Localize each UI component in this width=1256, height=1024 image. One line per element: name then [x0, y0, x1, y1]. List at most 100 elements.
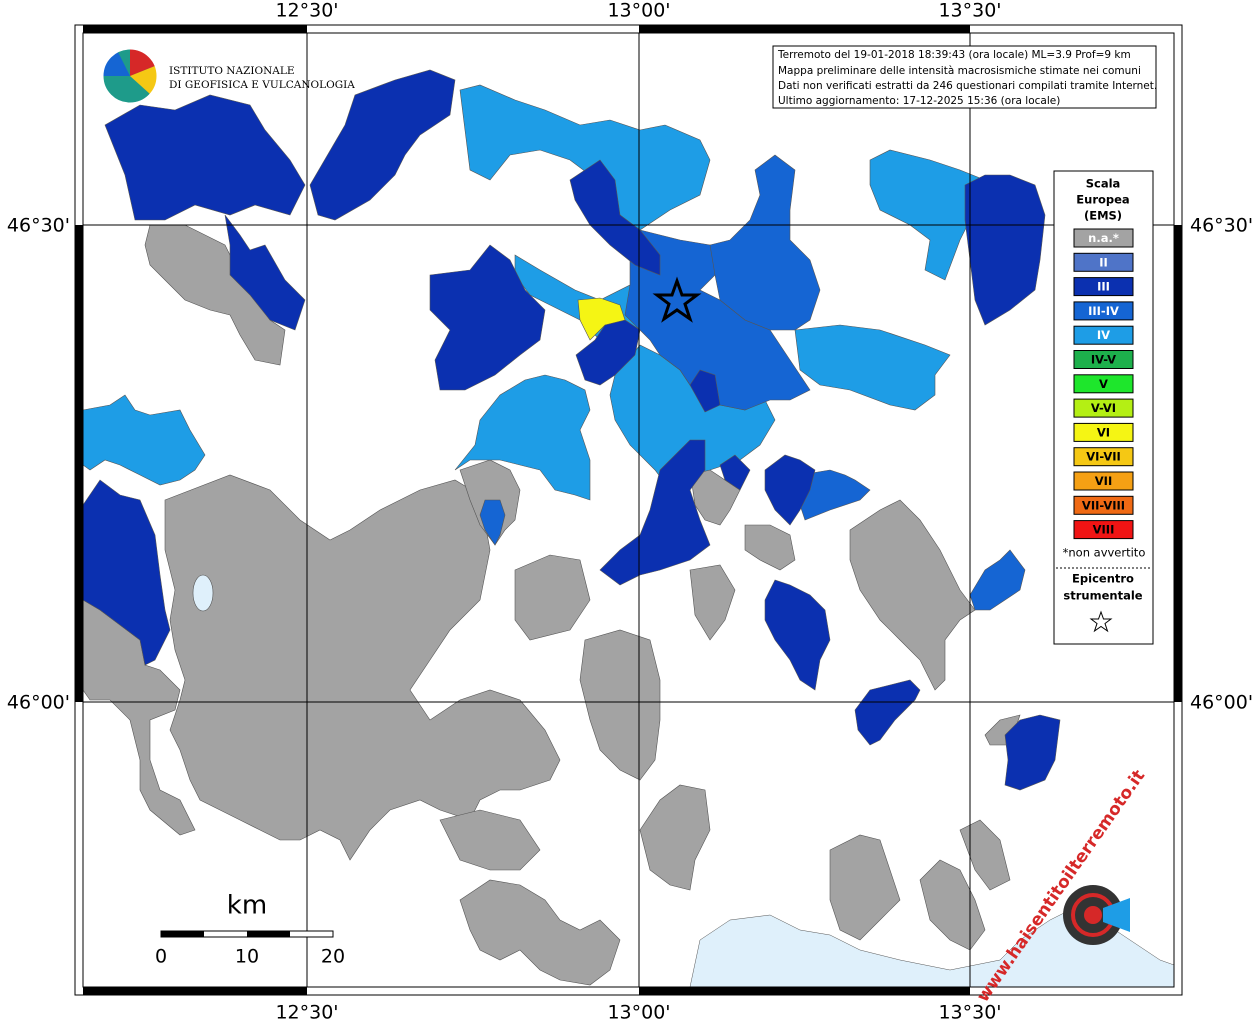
municipality [164, 474, 561, 861]
legend-swatch [1073, 447, 1134, 467]
lon-label: 12°30' [275, 0, 338, 22]
legend-label: VII [1095, 474, 1112, 488]
municipality [104, 94, 306, 221]
legend-title: (EMS) [1084, 209, 1122, 223]
epicenter-label: Epicentro [1072, 572, 1134, 586]
municipality [575, 319, 641, 386]
municipality [764, 579, 831, 691]
legend-note: *non avvertito [1063, 546, 1146, 560]
legend-label: III [1097, 280, 1110, 294]
info-line: Ultimo aggiornamento: 17-12-2025 15:36 (… [778, 95, 1060, 107]
legend-label: III-IV [1088, 304, 1119, 318]
scale-tick: 0 [155, 946, 167, 968]
lon-label: 13°30' [938, 0, 1001, 22]
municipality [689, 369, 721, 413]
lat-label: 46°00' [7, 692, 70, 714]
scale-unit: km [227, 891, 267, 921]
lon-label: 13°30' [938, 1002, 1001, 1024]
info-line: Terremoto del 19-01-2018 18:39:43 (ora l… [777, 49, 1131, 61]
institute-name: ISTITUTO NAZIONALE [169, 65, 295, 77]
municipality [599, 439, 711, 586]
lat-label: 46°30' [1190, 215, 1253, 237]
municipality [794, 324, 951, 411]
legend-label: VII-VIII [1082, 498, 1125, 512]
scale-tick: 20 [321, 946, 345, 968]
municipalities [82, 69, 1061, 986]
municipality [744, 524, 796, 571]
lat-label: 46°00' [1190, 692, 1253, 714]
municipality [479, 499, 506, 546]
legend-swatch [1073, 228, 1134, 248]
sea [689, 909, 1175, 988]
epicenter [652, 276, 702, 323]
municipality [454, 374, 591, 501]
legend-swatch [1073, 374, 1134, 394]
municipality [689, 564, 736, 641]
info-line: Mappa preliminare delle intensità macros… [778, 65, 1141, 77]
municipality [764, 454, 816, 526]
municipality [639, 784, 711, 891]
legend-swatch [1073, 520, 1134, 540]
municipality [577, 297, 626, 341]
legend-label: IV [1097, 328, 1110, 342]
municipality [439, 809, 541, 871]
legend: Scala Europea (EMS) *non avvertito Epice… [1053, 170, 1154, 645]
legend-label: n.a.* [1088, 231, 1119, 245]
municipality [689, 469, 741, 526]
legend-label: II [1099, 255, 1108, 269]
legend-label: V [1099, 377, 1108, 391]
municipality [514, 554, 591, 641]
legend-label: VI-VII [1086, 450, 1121, 464]
municipality [459, 84, 711, 231]
legend-label: VIII [1093, 523, 1115, 537]
legend-title: Scala [1086, 177, 1121, 191]
info-box: Terremoto del 19-01-2018 18:39:43 (ora l… [772, 45, 1157, 109]
legend-swatch [1073, 422, 1134, 442]
municipality [82, 394, 206, 486]
legend-swatch [1073, 495, 1134, 515]
lat-label: 46°30' [7, 215, 70, 237]
municipality [799, 469, 871, 521]
legend-label: VI [1097, 425, 1110, 439]
legend-swatch [1073, 252, 1134, 272]
municipality [579, 629, 661, 781]
municipality [919, 859, 986, 951]
info-line: Dati non verificati estratti da 246 ques… [778, 80, 1157, 92]
epicenter-symbol [1089, 610, 1113, 633]
lake [192, 574, 214, 612]
lon-label: 13°00' [607, 1002, 670, 1024]
municipality [82, 599, 196, 836]
municipality [849, 499, 976, 691]
epicenter-label: strumentale [1063, 589, 1142, 603]
institute-logo: ISTITUTO NAZIONALE DI GEOFISICA E VULCAN… [102, 48, 355, 104]
legend-label: V-VI [1091, 401, 1116, 415]
lon-label: 12°30' [275, 1002, 338, 1024]
municipality [869, 149, 986, 281]
municipality [309, 69, 456, 221]
graticule [83, 33, 1174, 987]
municipality [429, 244, 546, 391]
municipality [854, 679, 921, 746]
municipality [719, 454, 751, 491]
legend-title: Europea [1076, 193, 1129, 207]
legend-swatch [1073, 325, 1134, 345]
municipality [829, 834, 901, 941]
lon-label: 13°00' [607, 0, 670, 22]
municipality [82, 479, 171, 666]
legend-swatch [1073, 301, 1134, 321]
legend-swatch [1073, 398, 1134, 418]
municipality [959, 819, 1011, 891]
municipality [224, 214, 306, 331]
legend-swatch [1073, 471, 1134, 491]
legend-swatch [1073, 277, 1134, 297]
institute-name: DI GEOFISICA E VULCANOLOGIA [169, 79, 355, 91]
frame [74, 24, 1183, 996]
municipality [1004, 714, 1061, 791]
municipality [709, 154, 821, 331]
legend-swatch [1073, 350, 1134, 369]
scale-bar: km 0 10 20 [155, 891, 345, 968]
municipality [569, 159, 661, 276]
municipality [969, 549, 1026, 611]
municipality [459, 879, 621, 986]
